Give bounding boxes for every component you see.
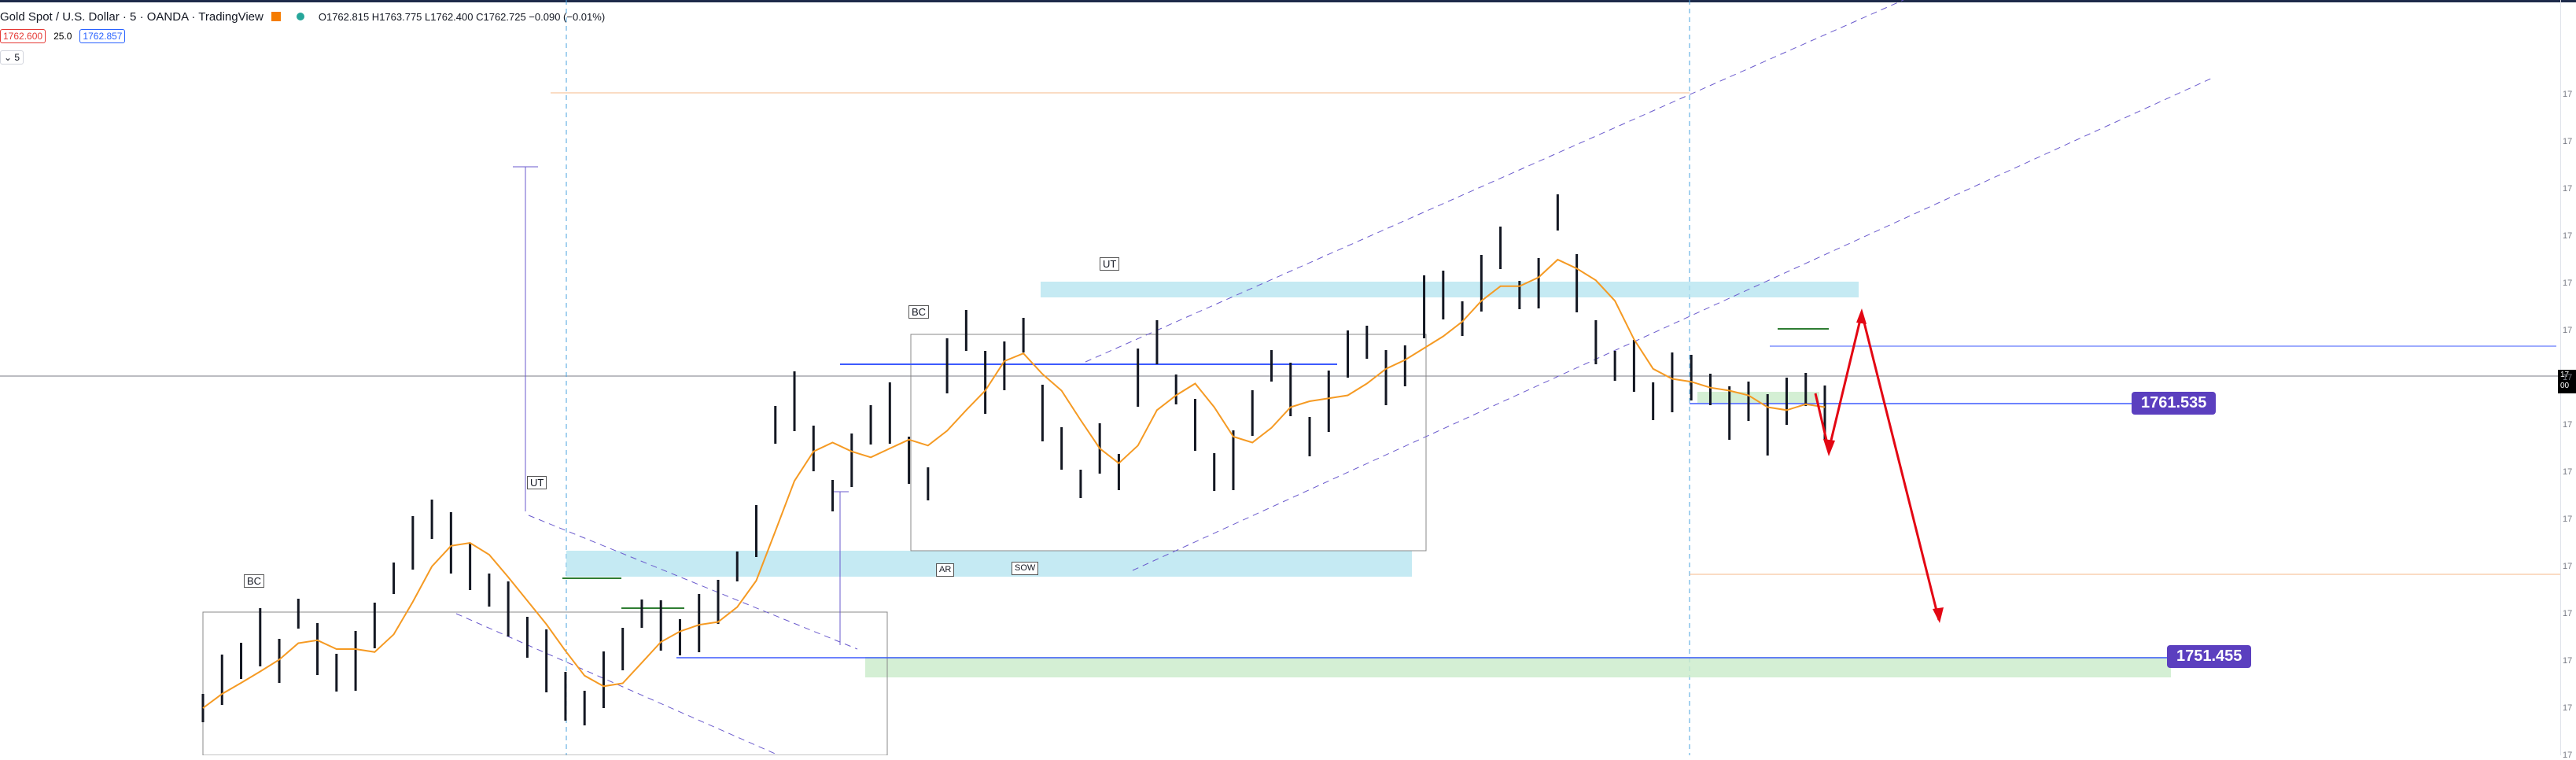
quote-row: 1762.600 25.0 1762.857 (0, 27, 126, 46)
annotation-ut-middle: UT (1100, 257, 1120, 271)
annotation-bc-middle: BC (908, 305, 930, 319)
price-axis-tick: 17 (2563, 420, 2573, 430)
flag-icon[interactable] (271, 12, 281, 21)
symbol-title[interactable]: Gold Spot / U.S. Dollar · 5 · OANDA · Tr… (0, 9, 263, 24)
price-axis-tick: 17 (2563, 231, 2573, 241)
price-axis-tick: 17 (2563, 137, 2573, 146)
price-axis-tick: 17 (2563, 609, 2573, 618)
sell-button[interactable]: 1762.600 (0, 29, 46, 43)
current-price-flag: 17 00 (2558, 370, 2576, 393)
supply-zone-high (1041, 282, 1859, 297)
annotation-ut-left: UT (527, 476, 547, 489)
price-axis-tick: 17 (2563, 703, 2573, 713)
price-axis-tick: 17 (2563, 751, 2573, 760)
ohlc-values: O1762.815 H1763.775 L1762.400 C1762.725 … (318, 10, 606, 23)
up-channel-upper (1085, 0, 1904, 363)
price-axis-tick: 17 (2563, 467, 2573, 477)
supply-zone-low (566, 551, 1412, 577)
up-channel-lower (1132, 76, 2215, 571)
top-bar (0, 0, 2576, 2)
arrow-head-1 (1823, 439, 1835, 456)
price-axis-tick: 17 (2563, 515, 2573, 524)
arrow-head-2 (1856, 308, 1867, 324)
annotation-ar: AR (936, 563, 955, 577)
price-axis-tick: 17 (2563, 373, 2573, 382)
price-bars (201, 194, 1826, 725)
moving-average-line (202, 258, 1826, 709)
chart-legend: Gold Spot / U.S. Dollar · 5 · OANDA · Tr… (0, 8, 605, 25)
buy-button[interactable]: 1762.857 (79, 29, 126, 43)
indicator-toggle[interactable]: ⌄ 5 (0, 50, 24, 65)
down-channel-upper (528, 515, 858, 650)
demand-zone (865, 657, 2171, 677)
arrow-head-3 (1933, 607, 1944, 623)
price-axis-tick: 17 (2563, 184, 2573, 194)
price-axis-tick: 17 (2563, 656, 2573, 666)
forecast-path (1814, 312, 1940, 621)
demand-zone-small (1697, 392, 1819, 403)
range-box-middle (910, 334, 1427, 552)
target-level-badge[interactable]: 1751.455 (2167, 645, 2252, 668)
indicator-length: 5 (14, 52, 20, 63)
range-box-left (202, 611, 888, 755)
price-axis-tick: 17 (2563, 279, 2573, 288)
price-axis-tick: 17 (2563, 562, 2573, 571)
annotation-sow: SOW (1012, 562, 1039, 575)
price-axis-tick: 17 (2563, 326, 2573, 335)
support-level-badge[interactable]: 1761.535 (2132, 392, 2217, 415)
down-channel-lower (455, 613, 779, 755)
price-axis-tick: 17 (2563, 90, 2573, 99)
market-status-icon (296, 13, 304, 20)
spread-value: 25.0 (53, 31, 72, 42)
chevron-down-icon[interactable]: ⌄ (4, 52, 13, 63)
annotation-bc-left: BC (244, 574, 265, 588)
